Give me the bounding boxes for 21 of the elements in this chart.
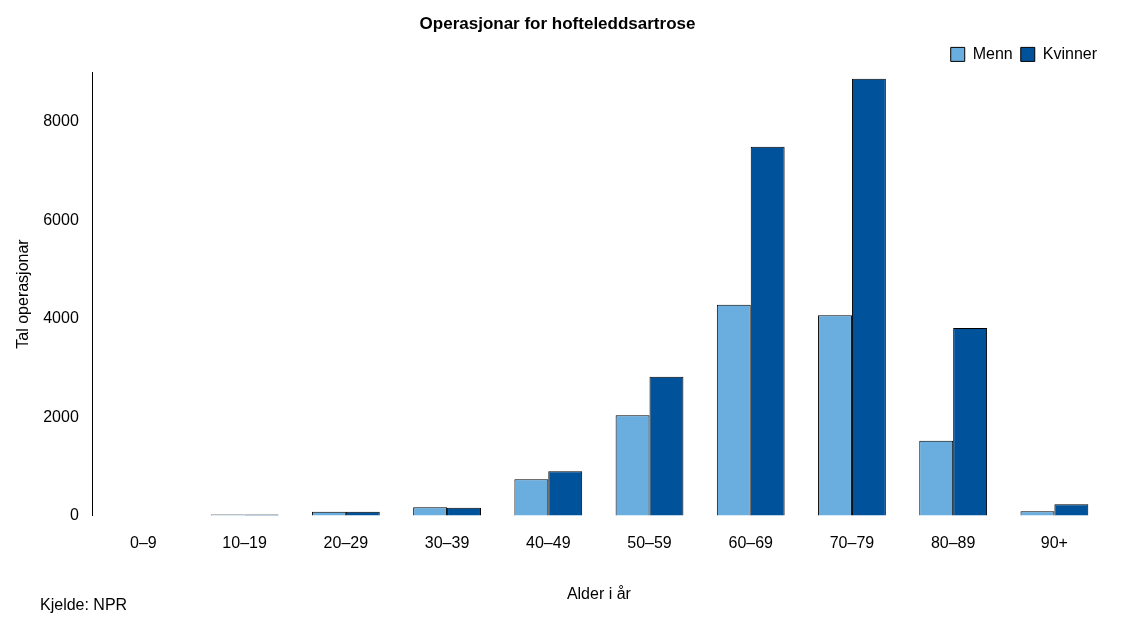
x-tick-label: 10–19 (222, 533, 267, 551)
y-tick-label: 8000 (43, 112, 79, 130)
x-tick-label: 90+ (1040, 533, 1068, 551)
legend-label: Kvinner (1042, 44, 1098, 62)
x-tick-label: 0–9 (130, 533, 157, 551)
x-tick-label: 30–39 (424, 533, 470, 551)
x-tick-label: 50–59 (627, 533, 672, 551)
text: Kjelde: NPR (40, 596, 128, 614)
x-tick-label: 70–79 (829, 533, 875, 551)
legend-label: Menn (972, 44, 1013, 62)
y-tick-label: 2000 (43, 407, 79, 425)
y-tick-label: 6000 (43, 210, 79, 228)
y-tick-label: 0 (69, 506, 79, 524)
x-tick-label: 20–29 (323, 533, 369, 551)
y-tick-label: 4000 (43, 309, 79, 327)
chart-title: Operasjonar for hofteleddsartrose (419, 13, 696, 33)
x-tick-label: 40–49 (526, 533, 571, 551)
x-axis-title: Alder i år (566, 584, 632, 602)
x-tick-label: 80–89 (930, 533, 976, 551)
y-axis-title: Tal operasjonar (14, 238, 32, 349)
x-tick-label: 60–69 (728, 533, 774, 551)
